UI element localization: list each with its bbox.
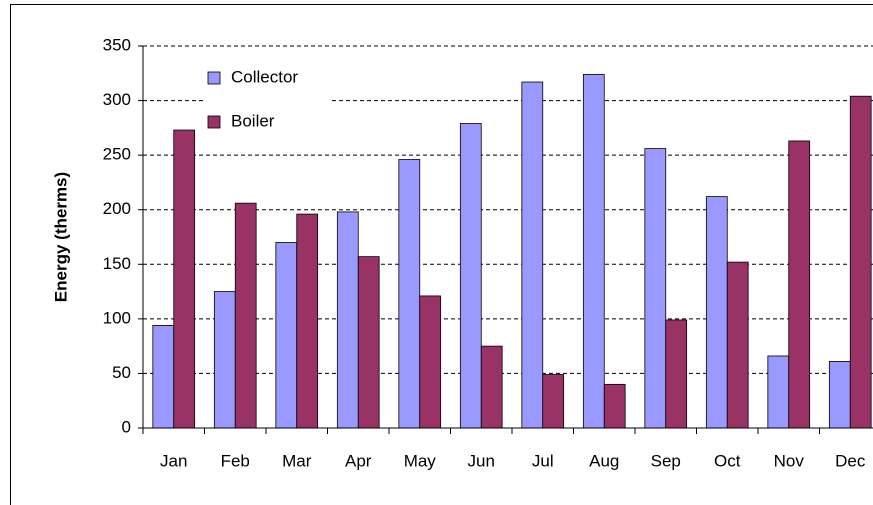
x-tick-label: Sep	[651, 451, 681, 470]
bar	[665, 319, 688, 429]
y-tick-label: 100	[103, 308, 131, 327]
legend-swatch	[207, 115, 221, 129]
x-tick-label: Feb	[221, 451, 250, 470]
bar	[726, 261, 749, 429]
x-tick-label: Apr	[345, 451, 372, 470]
y-tick-label: 50	[112, 363, 131, 382]
bar	[480, 345, 503, 429]
chart-frame	[10, 4, 873, 505]
y-tick-label: 350	[103, 35, 131, 54]
y-tick-label: 200	[103, 199, 131, 218]
y-axis-title: Energy (therms)	[51, 172, 70, 302]
legend-label: Boiler	[231, 111, 275, 130]
bar	[419, 295, 442, 429]
legend-swatch	[207, 71, 221, 85]
bar	[213, 291, 236, 429]
bar	[521, 81, 544, 429]
bar	[234, 202, 257, 429]
bar	[173, 129, 196, 429]
bar	[767, 355, 790, 429]
y-tick-label: 0	[122, 417, 131, 436]
bar	[788, 140, 811, 429]
x-tick-label: Jul	[532, 451, 554, 470]
bar	[336, 211, 359, 429]
bar	[542, 374, 565, 429]
bar	[398, 159, 421, 429]
x-tick-label: Jun	[468, 451, 495, 470]
bar	[357, 256, 380, 429]
y-tick-label: 250	[103, 145, 131, 164]
x-tick-label: May	[404, 451, 437, 470]
bar	[705, 196, 728, 429]
x-tick-label: Mar	[282, 451, 312, 470]
bar	[644, 148, 667, 429]
bar	[582, 73, 605, 429]
bar	[849, 95, 872, 429]
bar	[828, 361, 851, 429]
x-tick-label: Oct	[714, 451, 741, 470]
bar	[152, 325, 175, 429]
bar	[296, 213, 319, 429]
bar	[459, 123, 482, 429]
x-tick-label: Aug	[589, 451, 619, 470]
x-tick-label: Jan	[160, 451, 187, 470]
legend-box	[205, 60, 331, 140]
x-tick-label: Dec	[835, 451, 866, 470]
bar	[603, 383, 626, 429]
y-tick-label: 150	[103, 254, 131, 273]
legend-label: Collector	[231, 67, 298, 86]
x-tick-label: Nov	[774, 451, 805, 470]
y-tick-label: 300	[103, 90, 131, 109]
bar	[275, 242, 298, 429]
